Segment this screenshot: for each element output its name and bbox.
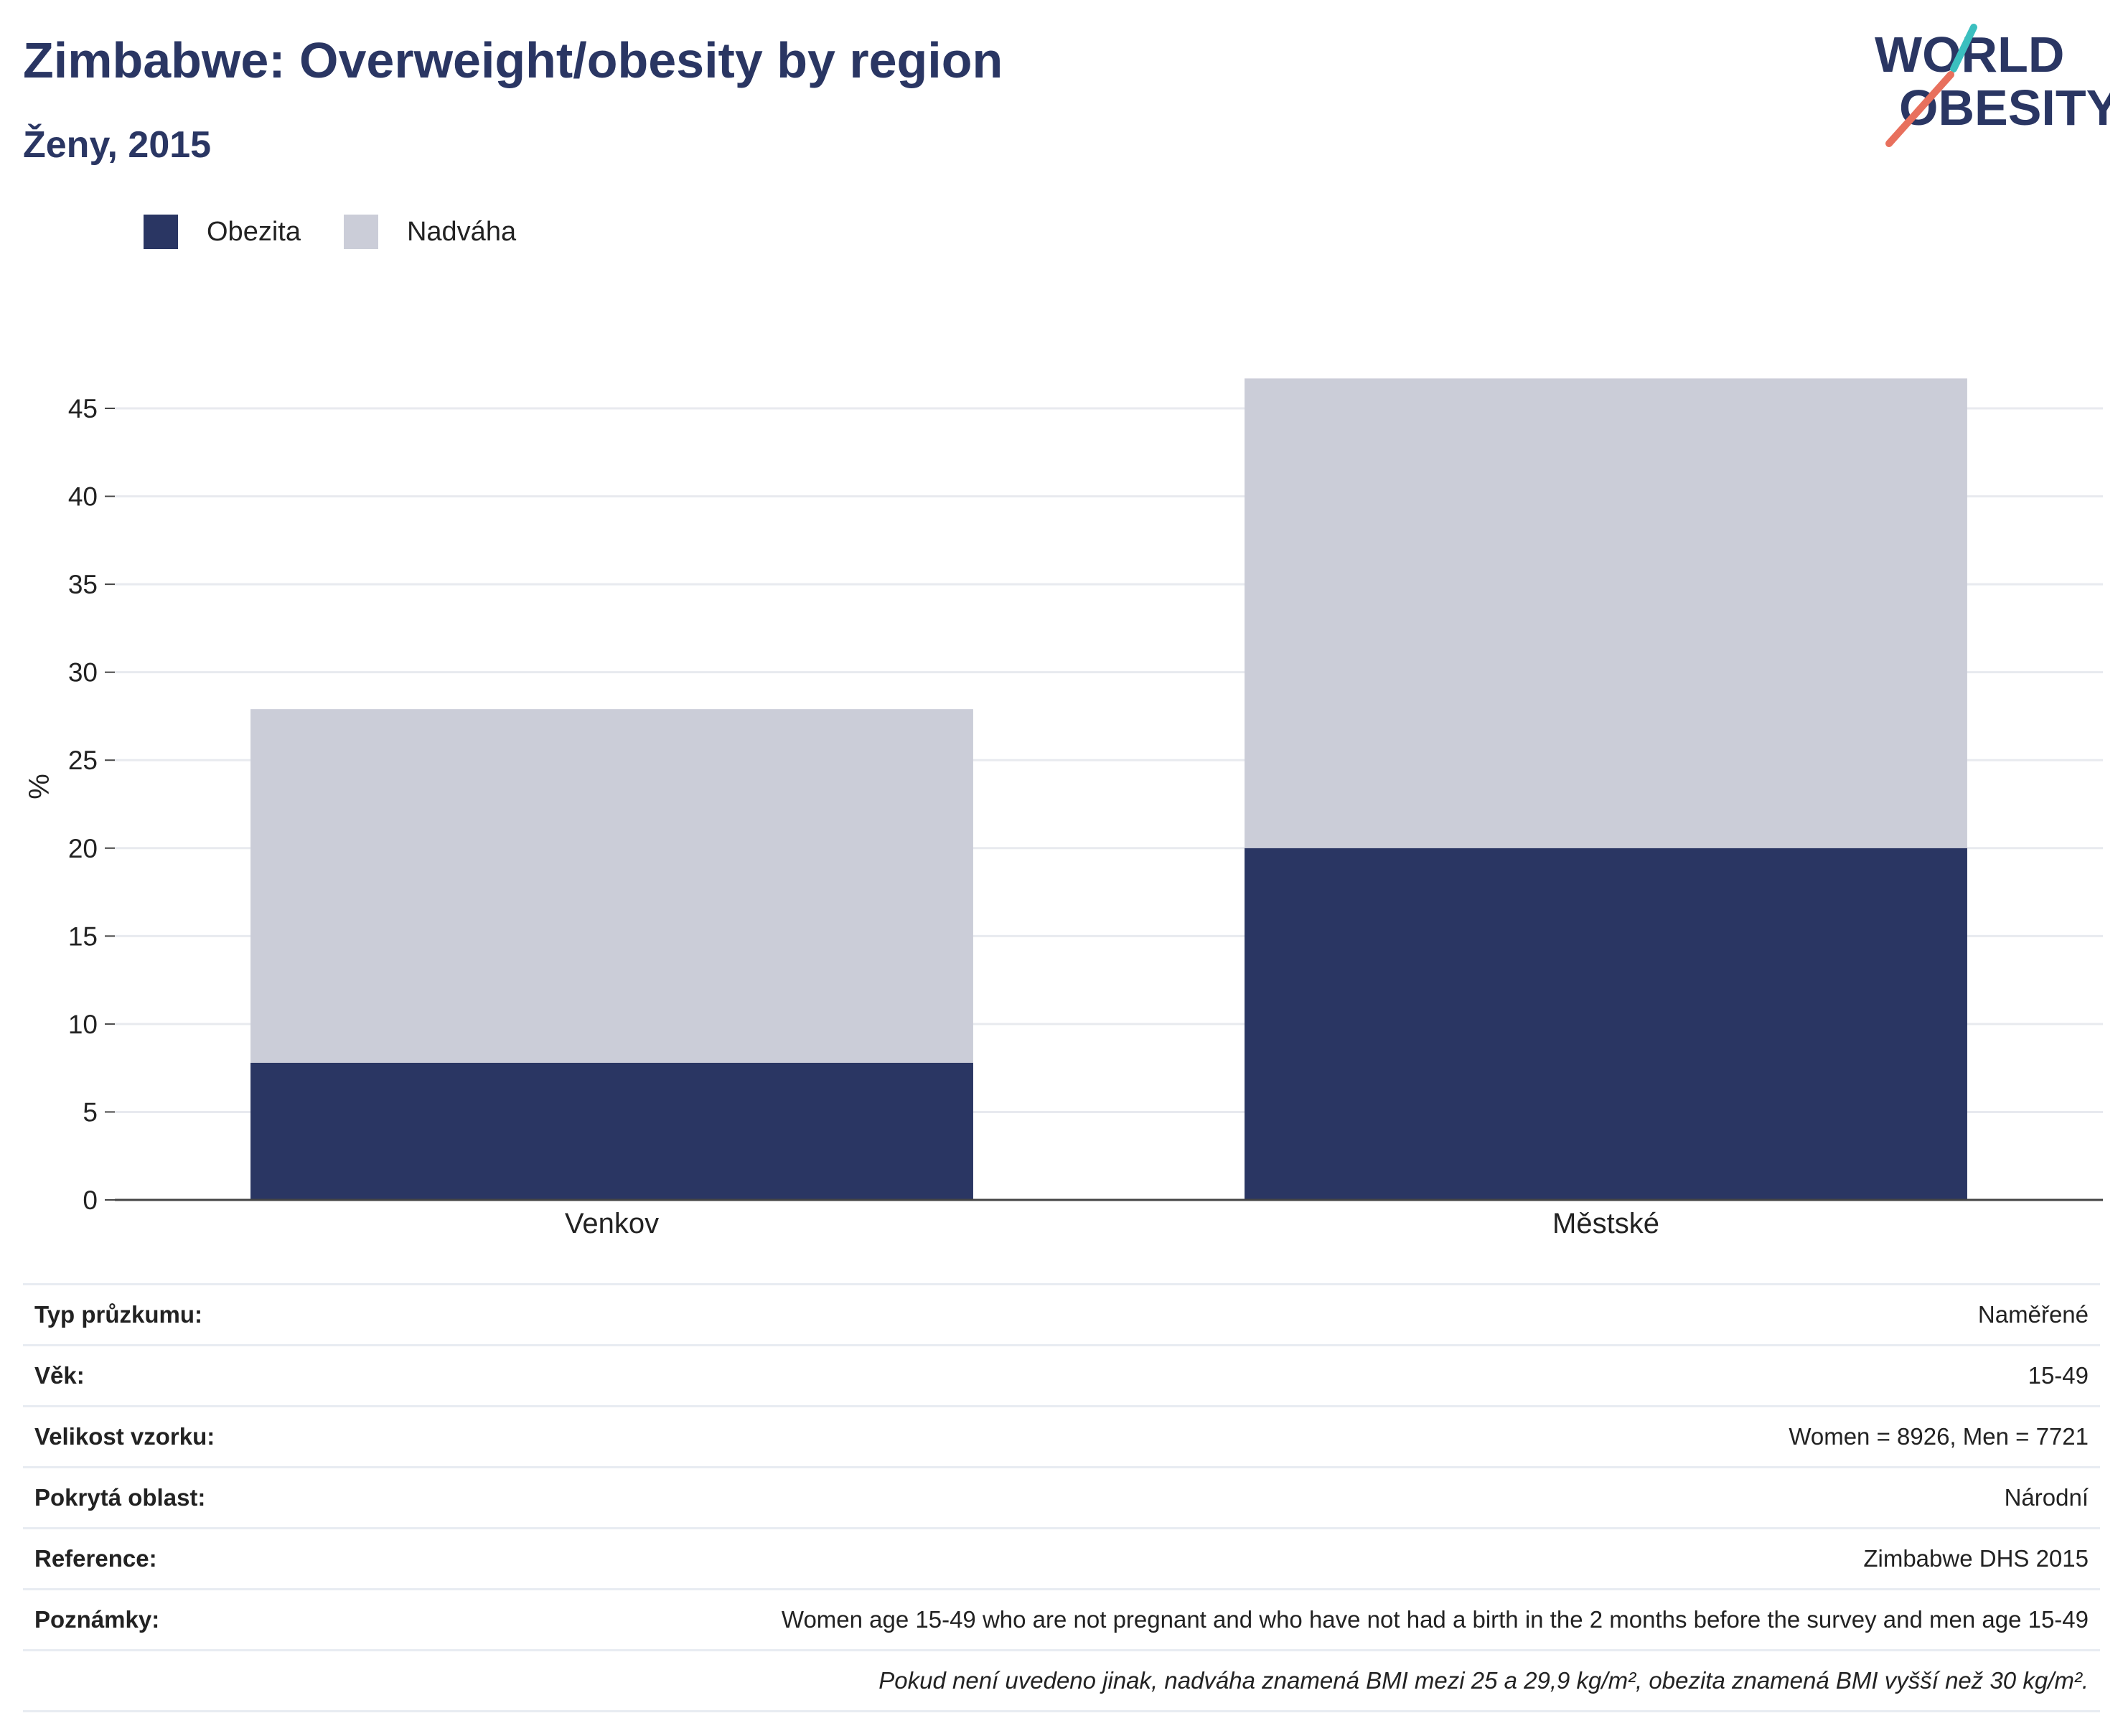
survey-details-table: Typ průzkumu: Naměřené Věk: 15-49 Velikost v… bbox=[23, 1283, 2100, 1712]
meta-value: Women = 8926, Men = 7721 bbox=[298, 1405, 2100, 1468]
meta-value: Zimbabwe DHS 2015 bbox=[298, 1527, 2100, 1590]
footnote-text: Pokud není uvedeno jinak, nadváha znamen… bbox=[23, 1649, 2100, 1712]
logo-accent-red bbox=[1885, 71, 1954, 147]
y-tick-label: 35 bbox=[68, 570, 98, 599]
x-tick-label: Městské bbox=[1552, 1208, 1659, 1239]
bar-overweight-urban bbox=[1245, 378, 1967, 848]
y-tick-label: 15 bbox=[68, 921, 98, 951]
x-tick-label: Venkov bbox=[565, 1208, 659, 1239]
legend-swatch-obesity bbox=[144, 215, 178, 249]
bar-obesity-urban bbox=[1245, 848, 1967, 1200]
bar-obesity-rural bbox=[250, 1062, 973, 1200]
meta-key: Reference: bbox=[23, 1527, 299, 1590]
meta-footnote-row: Pokud není uvedeno jinak, nadváha znamen… bbox=[23, 1649, 2100, 1712]
meta-value: 15-49 bbox=[298, 1344, 2100, 1407]
chart-subtitle: Ženy, 2015 bbox=[23, 124, 212, 166]
logo-accent-teal bbox=[1950, 24, 1977, 72]
meta-row: Poznámky: Women age 15-49 who are not pre… bbox=[23, 1588, 2100, 1651]
y-tick-label: 25 bbox=[68, 746, 98, 775]
y-tick-label: 30 bbox=[68, 658, 98, 688]
meta-row: Velikost vzorku: Women = 8926, Men = 7721 bbox=[23, 1405, 2100, 1468]
meta-key: Velikost vzorku: bbox=[23, 1405, 299, 1468]
y-tick-label: 0 bbox=[83, 1186, 98, 1215]
y-tick-label: 40 bbox=[68, 482, 98, 512]
meta-value: Národní bbox=[298, 1466, 2100, 1529]
legend-item-overweight[interactable]: Nadváha bbox=[343, 215, 517, 249]
chart-legend: Obezita Nadváha bbox=[144, 214, 559, 250]
chart-title: Zimbabwe: Overweight/obesity by region bbox=[23, 32, 1003, 88]
y-tick-label: 5 bbox=[83, 1097, 98, 1127]
meta-key: Poznámky: bbox=[23, 1588, 299, 1651]
meta-value: Women age 15-49 who are not pregnant and… bbox=[298, 1588, 2100, 1651]
stacked-bar-chart: 0 5 10 15 20 25 30 35 40 45 Venkov Městské% bbox=[24, 378, 2103, 1239]
meta-key: Typ průzkumu: bbox=[23, 1283, 299, 1346]
meta-key: Věk: bbox=[23, 1344, 299, 1407]
world-obesity-logo: WORLD OBESITY bbox=[1873, 20, 2119, 149]
legend-label-overweight: Nadváha bbox=[406, 216, 517, 247]
y-axis-label: % bbox=[24, 774, 55, 799]
legend-label-obesity: Obezita bbox=[207, 216, 301, 247]
meta-value: Naměřené bbox=[298, 1283, 2100, 1346]
y-tick-label: 10 bbox=[68, 1010, 98, 1039]
meta-row: Věk: 15-49 bbox=[23, 1344, 2100, 1407]
y-tick-label: 45 bbox=[68, 394, 98, 423]
meta-row: Reference: Zimbabwe DHS 2015 bbox=[23, 1527, 2100, 1590]
meta-row: Typ průzkumu: Naměřené bbox=[23, 1283, 2100, 1346]
meta-row: Pokrytá oblast: Národní bbox=[23, 1466, 2100, 1529]
legend-swatch-overweight bbox=[343, 215, 378, 249]
bar-overweight-rural bbox=[250, 709, 973, 1063]
legend-item-obesity[interactable]: Obezita bbox=[144, 215, 301, 249]
meta-key: Pokrytá oblast: bbox=[23, 1466, 299, 1529]
y-tick-label: 20 bbox=[68, 834, 98, 863]
